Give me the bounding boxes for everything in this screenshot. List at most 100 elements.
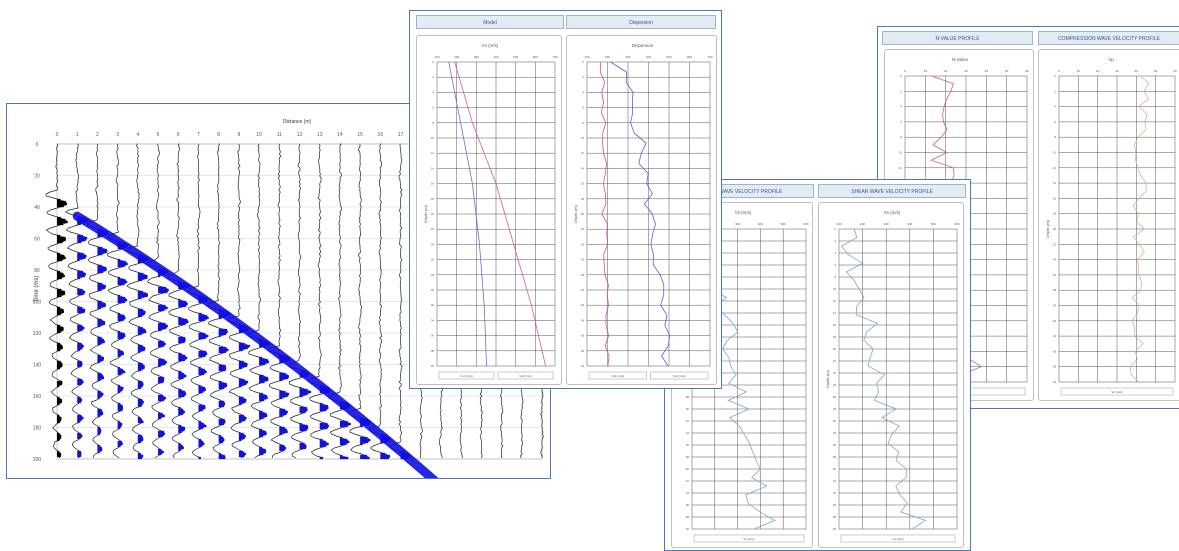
- tab-compression-wave-profile[interactable]: COMPRESSION WAVE VELOCITY PROFILE: [1038, 31, 1179, 45]
- x-tick-label: 0: [56, 132, 59, 138]
- tab-shear-wave-profile-2[interactable]: SHEAR WAVE VELOCITY PROFILE: [818, 184, 966, 198]
- y-tick-label: 18: [833, 335, 837, 339]
- seismic-trace: [227, 143, 251, 459]
- y-tick-label: 18: [431, 197, 435, 201]
- y-tick-label: 0: [582, 60, 584, 64]
- y-tick-label: 34: [833, 431, 837, 435]
- tab-n-value-profile[interactable]: N-VALUE PROFILE: [882, 31, 1033, 45]
- x-tick-label: 600: [954, 222, 959, 226]
- seismic-trace: [207, 143, 231, 459]
- chart-title: Vp: [1108, 57, 1114, 62]
- x-tick-label: 4: [136, 132, 139, 138]
- seismic-trace: [267, 143, 291, 459]
- legend-label: Vs2 (m/s): [519, 374, 532, 378]
- y-tick-label: 10: [431, 136, 435, 140]
- x-tick-label: 14: [337, 132, 343, 138]
- seismic-trace: [369, 143, 391, 459]
- legend-label: Vs1 (m/s): [460, 374, 473, 378]
- seismic-trace-fill: [198, 294, 209, 460]
- seismic-trace-fill: [259, 338, 270, 456]
- y-tick-label: 0: [432, 60, 434, 64]
- y-tick-label: 20: [833, 347, 837, 351]
- x-tick-label: 500: [781, 222, 786, 226]
- y-tick-label: 16: [431, 182, 435, 186]
- legend-label: Vp (m/s): [1111, 390, 1122, 394]
- y-tick-label: 10: [899, 151, 903, 155]
- y-tick-label: 30: [686, 407, 690, 411]
- x-tick-label: 6: [177, 132, 180, 138]
- y-tick-label: 8: [834, 275, 836, 279]
- y-tick-label: 36: [1053, 349, 1057, 353]
- y-tick-label: 48: [686, 515, 690, 519]
- y-tick-label: 14: [1053, 181, 1057, 185]
- y-tick-label: 2: [432, 75, 434, 79]
- y-tick-label: 50: [686, 527, 690, 531]
- y-tick-label: 36: [833, 443, 837, 447]
- legend-box: [497, 371, 554, 380]
- y-tick-label: 28: [581, 273, 585, 277]
- y-tick-label: 4: [1054, 105, 1056, 109]
- legend-label: Vs (m/s): [743, 537, 754, 541]
- y-tick-label: 16: [1053, 196, 1057, 200]
- y-tick-label: 12: [1053, 166, 1057, 170]
- x-tick-label: 600: [803, 222, 808, 226]
- x-tick-label: 9: [237, 132, 240, 138]
- seismic-trace: [64, 143, 89, 459]
- y-tick-label: 34: [431, 318, 435, 322]
- tab-dispersion[interactable]: Dispersion: [566, 15, 716, 29]
- x-tick-label: 30: [1115, 69, 1119, 73]
- seismic-ylabel: Time (ms): [34, 276, 40, 303]
- y-tick-label: 8: [582, 121, 584, 125]
- legend-box: [438, 371, 495, 380]
- y-tick-label: 38: [581, 349, 585, 353]
- x-tick-label: 100: [584, 55, 589, 59]
- y-tick-label: 44: [686, 491, 690, 495]
- y-tick-label: 100: [33, 300, 42, 306]
- chart-ylabel: Depth (m): [825, 369, 830, 387]
- legend-label: Vs2 (m/s): [673, 374, 686, 378]
- x-tick-label: 16: [378, 132, 384, 138]
- y-tick-label: 4: [432, 90, 434, 94]
- seismic-trace: [389, 143, 412, 459]
- seismic-title: Distance (m): [283, 119, 312, 125]
- y-tick-label: 20: [431, 212, 435, 216]
- y-tick-label: 14: [431, 166, 435, 170]
- x-tick-label: 17: [398, 132, 404, 138]
- seismic-trace: [45, 143, 69, 459]
- y-tick-label: 36: [581, 334, 585, 338]
- x-tick-label: 8: [217, 132, 220, 138]
- vs-curve: [840, 228, 927, 530]
- y-tick-label: 40: [833, 467, 837, 471]
- y-tick-label: 28: [1053, 288, 1057, 292]
- x-tick-label: 300: [474, 55, 479, 59]
- y-tick-label: 4: [834, 251, 836, 255]
- y-tick-label: 10: [581, 136, 585, 140]
- y-tick-label: 46: [686, 503, 690, 507]
- chart-ylabel: Depth (m): [1045, 219, 1050, 237]
- y-tick-label: 120: [33, 331, 42, 337]
- y-tick-label: 32: [431, 303, 435, 307]
- vp-curve: [1129, 75, 1150, 383]
- n-value-window: N-VALUE PROFILE COMPRESSION WAVE VELOCIT…: [877, 26, 1179, 409]
- y-tick-label: 16: [833, 323, 837, 327]
- x-tick-label: 400: [907, 222, 912, 226]
- x-tick-label: 3: [116, 132, 119, 138]
- vs1-curve: [599, 61, 610, 367]
- y-tick-label: 34: [581, 318, 585, 322]
- y-tick-label: 22: [833, 359, 837, 363]
- tab-model[interactable]: Model: [416, 15, 564, 29]
- seismic-trace: [288, 143, 312, 459]
- model-window: Model Dispersion Vs (m/s) Depth (m) 100 200…: [409, 10, 722, 389]
- y-tick-label: 2: [582, 75, 584, 79]
- y-tick-label: 0: [834, 227, 836, 231]
- y-tick-label: 6: [432, 106, 434, 110]
- x-tick-label: 15: [357, 132, 363, 138]
- x-tick-label: 400: [758, 222, 763, 226]
- model-panel: Vs (m/s) Depth (m) 100 200 300 400 500 600 700 0 2…: [416, 35, 562, 385]
- y-tick-label: 40: [431, 364, 435, 368]
- x-tick-label: 7: [197, 132, 200, 138]
- seismic-trace-fill: [238, 324, 250, 458]
- y-tick-label: 30: [1053, 304, 1057, 308]
- x-tick-label: 11: [277, 132, 282, 138]
- y-tick-label: 38: [431, 349, 435, 353]
